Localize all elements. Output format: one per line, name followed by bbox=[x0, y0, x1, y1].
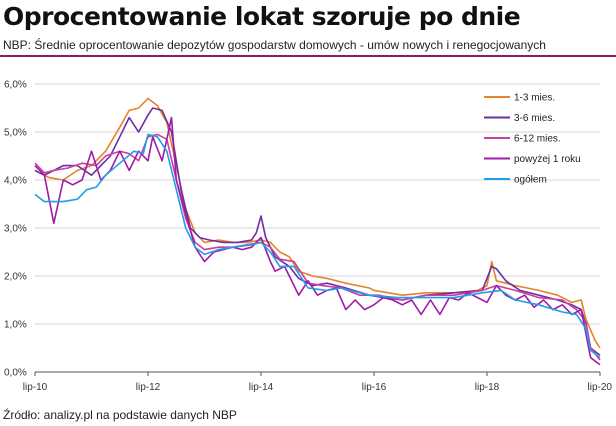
legend-label: 1-3 mies. bbox=[514, 93, 555, 104]
source-note: Źródło: analizy.pl na podstawie danych N… bbox=[3, 408, 237, 422]
legend-label: 6-12 mies. bbox=[514, 134, 561, 145]
gridlines bbox=[35, 83, 600, 325]
y-tick-label: 4,0% bbox=[4, 176, 27, 187]
legend-label: ogółem bbox=[514, 175, 547, 186]
x-tick-label: lip-16 bbox=[362, 382, 387, 393]
legend-label: powyżej 1 roku bbox=[514, 154, 581, 165]
x-tick-label: lip-10 bbox=[23, 382, 48, 393]
x-tick-label: lip-20 bbox=[588, 382, 613, 393]
y-tick-label: 3,0% bbox=[4, 224, 27, 235]
y-tick-label: 5,0% bbox=[4, 128, 27, 139]
y-tick-label: 0,0% bbox=[4, 368, 27, 379]
header-divider bbox=[0, 55, 616, 57]
y-tick-label: 6,0% bbox=[4, 80, 27, 91]
series-lines bbox=[34, 97, 601, 366]
series-line-2 bbox=[34, 107, 601, 356]
legend-label: 3-6 mies. bbox=[514, 113, 555, 124]
y-tick-label: 1,0% bbox=[4, 320, 27, 331]
axes: 0,0% 1,0% 2,0% 3,0% 4,0% 5,0% 6,0% lip-10 lip-12… bbox=[4, 80, 612, 394]
x-tick-label: lip-18 bbox=[475, 382, 500, 393]
legend: 1-3 mies. 3-6 mies. 6-12 mies. powyżej 1 ro… bbox=[484, 93, 581, 186]
x-tick-label: lip-12 bbox=[136, 382, 161, 393]
series-line-3 bbox=[34, 133, 601, 361]
page-title: Oprocentowanie lokat szoruje po dnie bbox=[3, 2, 521, 31]
y-tick-label: 2,0% bbox=[4, 272, 27, 283]
chart-subtitle: NBP: Średnie oprocentowanie depozytów go… bbox=[3, 38, 546, 52]
series-line-5 bbox=[34, 133, 601, 359]
x-tick-label: lip-14 bbox=[249, 382, 274, 393]
